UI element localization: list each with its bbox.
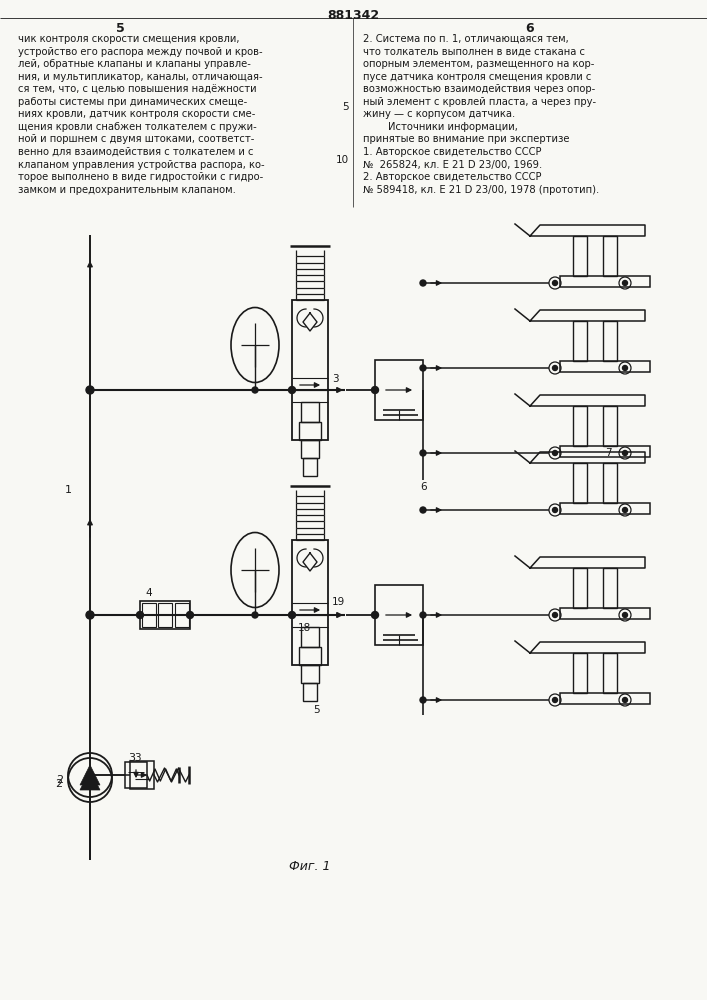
Text: 6: 6	[420, 482, 426, 492]
Circle shape	[622, 612, 628, 617]
Circle shape	[86, 772, 93, 778]
Circle shape	[552, 450, 558, 456]
Circle shape	[552, 280, 558, 286]
Circle shape	[136, 611, 144, 618]
Circle shape	[420, 612, 426, 618]
Text: 5: 5	[116, 22, 124, 35]
Polygon shape	[80, 770, 100, 790]
Text: 881342: 881342	[327, 9, 379, 22]
Circle shape	[552, 612, 558, 617]
Bar	[175, 603, 189, 627]
Bar	[560, 276, 650, 287]
Bar	[603, 321, 617, 361]
Circle shape	[622, 450, 628, 456]
Text: 5: 5	[342, 102, 349, 112]
Text: 18: 18	[298, 623, 311, 633]
Text: 19: 19	[332, 597, 345, 607]
Bar	[603, 406, 617, 446]
Bar	[301, 402, 319, 422]
Bar	[301, 627, 319, 647]
Circle shape	[288, 386, 296, 393]
Circle shape	[371, 386, 378, 393]
Bar	[560, 503, 650, 514]
Bar	[292, 540, 328, 665]
Text: 4: 4	[145, 588, 151, 598]
Bar	[301, 665, 319, 683]
Bar	[303, 683, 317, 701]
Text: чик контроля скорости смещения кровли,
устройство его распора между почвой и кро: чик контроля скорости смещения кровли, у…	[18, 34, 264, 170]
Bar	[142, 603, 156, 627]
Bar	[140, 601, 190, 629]
Bar	[560, 693, 650, 704]
Bar	[603, 568, 617, 608]
Circle shape	[371, 611, 378, 618]
Bar	[603, 653, 617, 693]
Circle shape	[86, 772, 93, 778]
Text: 2. Система по п. 1, отличающаяся тем,
что толкатель выполнен в виде стакана с
оп: 2. Система по п. 1, отличающаяся тем, чт…	[363, 34, 596, 170]
Bar	[603, 463, 617, 503]
Text: 7: 7	[605, 448, 612, 458]
Circle shape	[420, 507, 426, 513]
Circle shape	[288, 611, 296, 618]
Bar	[603, 236, 617, 276]
Text: 3: 3	[128, 753, 135, 763]
Bar	[573, 463, 587, 503]
Bar	[158, 603, 172, 627]
Text: 10: 10	[336, 155, 349, 165]
Bar	[560, 446, 650, 457]
Polygon shape	[80, 765, 100, 785]
Circle shape	[420, 697, 426, 703]
Bar	[560, 361, 650, 372]
Circle shape	[552, 365, 558, 370]
Circle shape	[552, 508, 558, 512]
Circle shape	[252, 387, 258, 393]
Bar	[292, 300, 328, 440]
Circle shape	[252, 612, 258, 618]
Circle shape	[552, 698, 558, 702]
Circle shape	[622, 508, 628, 512]
Bar	[573, 568, 587, 608]
Circle shape	[187, 611, 194, 618]
Text: 3: 3	[332, 374, 339, 384]
Circle shape	[420, 450, 426, 456]
Bar	[573, 321, 587, 361]
Text: 6: 6	[526, 22, 534, 35]
Bar	[573, 653, 587, 693]
Bar	[375, 360, 423, 420]
Bar	[573, 236, 587, 276]
Bar	[125, 762, 147, 788]
Circle shape	[86, 611, 94, 619]
Bar	[375, 585, 423, 645]
Text: 3: 3	[134, 753, 141, 763]
Text: 2. Авторское свидетельство СССР
№ 589418, кл. Е 21 D 23/00, 1978 (прототип).: 2. Авторское свидетельство СССР № 589418…	[363, 172, 600, 195]
Bar	[573, 406, 587, 446]
Text: торое выполнено в виде гидростойки с гидро-
замком и предохранительным клапаном.: торое выполнено в виде гидростойки с гид…	[18, 172, 263, 195]
Text: 1: 1	[65, 485, 72, 495]
Bar	[303, 458, 317, 476]
Bar	[299, 422, 321, 440]
Bar	[560, 608, 650, 619]
Circle shape	[420, 280, 426, 286]
Text: 2: 2	[55, 779, 62, 789]
Text: Фиг. 1: Фиг. 1	[289, 860, 331, 873]
Bar	[299, 647, 321, 665]
Circle shape	[622, 698, 628, 702]
Bar	[301, 440, 319, 458]
Circle shape	[86, 386, 94, 394]
Bar	[130, 761, 154, 789]
Circle shape	[420, 365, 426, 371]
Text: 5: 5	[313, 705, 320, 715]
Text: 2: 2	[56, 775, 63, 785]
Circle shape	[622, 280, 628, 286]
Circle shape	[622, 365, 628, 370]
